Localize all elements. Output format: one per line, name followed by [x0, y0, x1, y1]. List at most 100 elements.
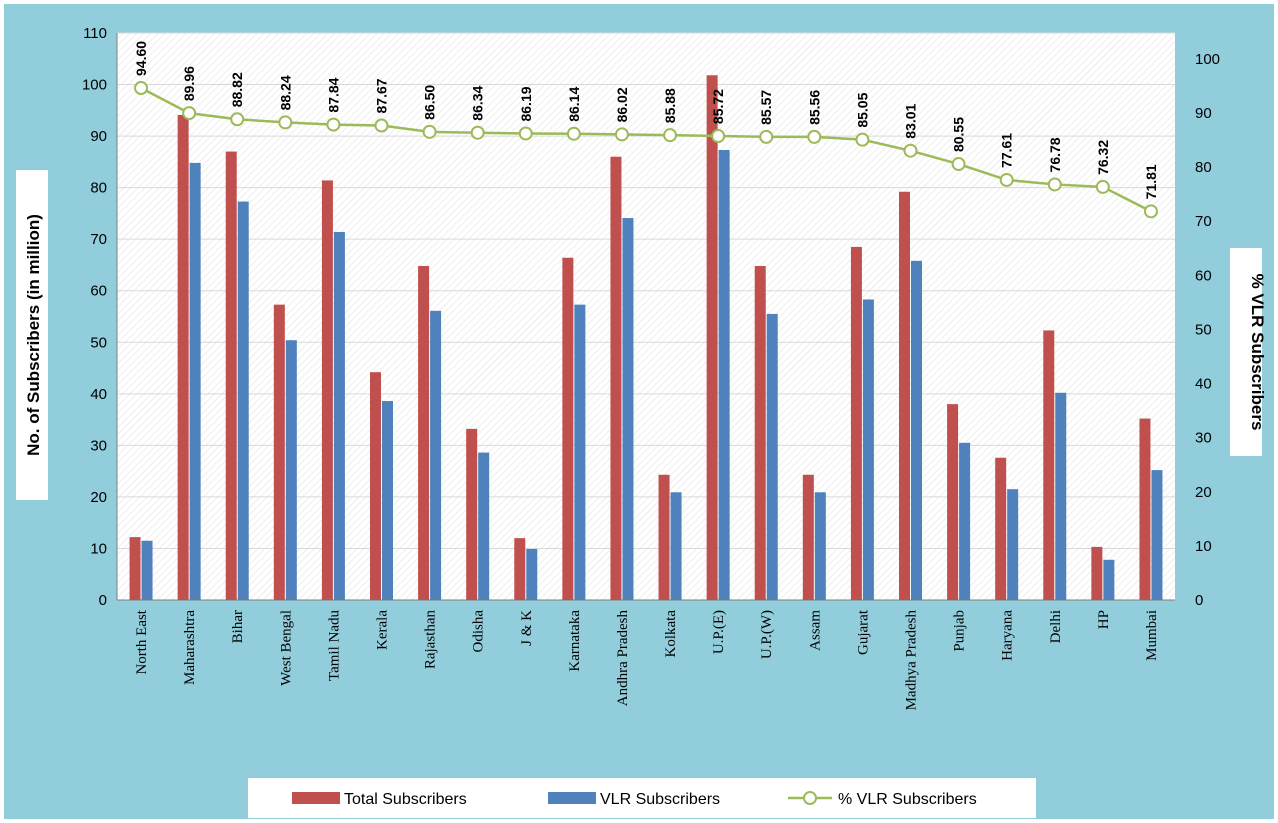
bar-vlr-subscribers	[189, 162, 201, 601]
y-tick-label: 30	[90, 437, 107, 454]
y-tick-label: 80	[90, 180, 107, 197]
point-vlr-percent	[1143, 204, 1158, 219]
y-tick-label: 100	[82, 77, 107, 94]
bar-total-subscribers	[850, 246, 862, 600]
x-tick-label: Maharashtra	[182, 610, 198, 685]
y2-tick-label: 20	[1195, 484, 1212, 501]
bar-total-subscribers	[129, 537, 141, 600]
x-tick-label: U.P.(W)	[759, 610, 775, 659]
x-tick-label: North East	[134, 609, 150, 674]
data-label-vlr-percent: 86.19	[518, 86, 534, 121]
x-tick-label: Andhra Pradesh	[615, 610, 631, 707]
bar-vlr-subscribers	[478, 452, 490, 600]
legend-label-percent: % VLR Subscribers	[838, 791, 977, 808]
bar-total-subscribers	[802, 474, 814, 600]
point-vlr-percent	[230, 112, 245, 127]
point-vlr-percent	[759, 129, 774, 144]
y2-tick-label: 40	[1195, 376, 1212, 393]
bar-total-subscribers	[418, 265, 430, 600]
bar-vlr-subscribers	[430, 310, 442, 600]
y-tick-label: 10	[90, 540, 107, 557]
bar-total-subscribers	[273, 304, 285, 600]
point-vlr-percent	[711, 129, 726, 144]
point-vlr-percent	[374, 118, 389, 133]
data-label-vlr-percent: 89.96	[181, 66, 197, 101]
point-vlr-percent	[999, 172, 1014, 187]
data-label-vlr-percent: 76.78	[1047, 137, 1063, 172]
x-tick-label: Rajasthan	[423, 610, 439, 670]
y-tick-label: 20	[90, 489, 107, 506]
data-label-vlr-percent: 88.24	[277, 75, 293, 110]
bar-vlr-subscribers	[237, 201, 249, 600]
bar-total-subscribers	[514, 538, 526, 600]
point-vlr-percent	[1047, 177, 1062, 192]
y-tick-label: 40	[90, 386, 107, 403]
bar-total-subscribers	[177, 114, 189, 600]
data-label-vlr-percent: 86.14	[566, 87, 582, 122]
line-vlr-percent	[140, 86, 1152, 213]
bar-total-subscribers	[706, 75, 718, 600]
x-tick-label: Tamil Nadu	[326, 610, 342, 682]
data-label-vlr-percent: 88.82	[229, 72, 245, 107]
y2-tick-label: 100	[1195, 51, 1220, 68]
legend-swatch-total	[292, 792, 340, 804]
y-tick-label: 0	[99, 592, 107, 609]
bar-vlr-subscribers	[526, 548, 538, 600]
data-label-vlr-percent: 85.05	[854, 92, 870, 127]
point-vlr-percent	[134, 80, 149, 95]
x-tick-label: Kolkata	[663, 610, 679, 658]
x-tick-label: Bihar	[230, 610, 246, 643]
y-tick-label: 60	[90, 283, 107, 300]
bar-vlr-subscribers	[862, 299, 874, 600]
point-vlr-percent	[422, 124, 437, 139]
bar-vlr-subscribers	[382, 401, 393, 600]
y2-tick-label: 70	[1195, 213, 1212, 230]
x-tick-label: Karnataka	[567, 610, 583, 672]
x-tick-label: Gujarat	[855, 609, 871, 655]
data-label-vlr-percent: 85.57	[758, 90, 774, 125]
data-label-vlr-percent: 76.32	[1095, 140, 1111, 175]
bar-vlr-subscribers	[670, 492, 682, 600]
x-tick-label: Delhi	[1048, 610, 1064, 643]
data-label-vlr-percent: 86.34	[470, 85, 486, 120]
x-tick-label: HP	[1096, 610, 1112, 629]
x-tick-label: Odisha	[471, 610, 487, 653]
x-tick-label: West Bengal	[278, 610, 294, 686]
bar-total-subscribers	[658, 474, 670, 600]
x-tick-label: J & K	[519, 610, 535, 646]
x-tick-label: Madhya Pradesh	[904, 610, 920, 711]
y2-tick-label: 50	[1195, 321, 1212, 338]
bar-total-subscribers	[754, 265, 766, 600]
point-vlr-percent	[614, 127, 629, 142]
data-label-vlr-percent: 85.56	[806, 90, 822, 125]
bar-total-subscribers	[1091, 546, 1103, 600]
legend-swatch-vlr	[548, 792, 596, 804]
data-label-vlr-percent: 94.60	[133, 41, 149, 76]
bar-vlr-subscribers	[333, 231, 345, 600]
bar-vlr-subscribers	[285, 340, 297, 600]
point-vlr-percent	[807, 129, 822, 144]
bar-vlr-subscribers	[622, 218, 634, 600]
data-label-vlr-percent: 80.55	[951, 117, 967, 152]
y-tick-label: 110	[83, 25, 107, 42]
x-tick-label: Assam	[807, 610, 823, 651]
point-vlr-percent	[518, 126, 533, 141]
bar-vlr-subscribers	[718, 150, 730, 600]
legend-marker-percent	[803, 791, 817, 805]
x-tick-label: Kerala	[375, 610, 391, 650]
point-vlr-percent	[951, 157, 966, 172]
data-label-vlr-percent: 87.67	[374, 78, 390, 113]
x-tick-label: Punjab	[952, 610, 968, 652]
bar-total-subscribers	[610, 156, 622, 600]
y2-tick-label: 10	[1195, 538, 1212, 555]
y2-axis-title: % VLR Subscribers	[1248, 274, 1267, 431]
y2-tick-label: 80	[1195, 159, 1212, 176]
y2-axis-title-box	[1230, 248, 1262, 456]
y2-tick-label: 30	[1195, 430, 1212, 447]
bar-total-subscribers	[370, 372, 381, 600]
x-tick-label: Mumbai	[1144, 610, 1160, 661]
bar-vlr-subscribers	[1055, 392, 1067, 600]
data-label-vlr-percent: 83.01	[903, 103, 919, 138]
